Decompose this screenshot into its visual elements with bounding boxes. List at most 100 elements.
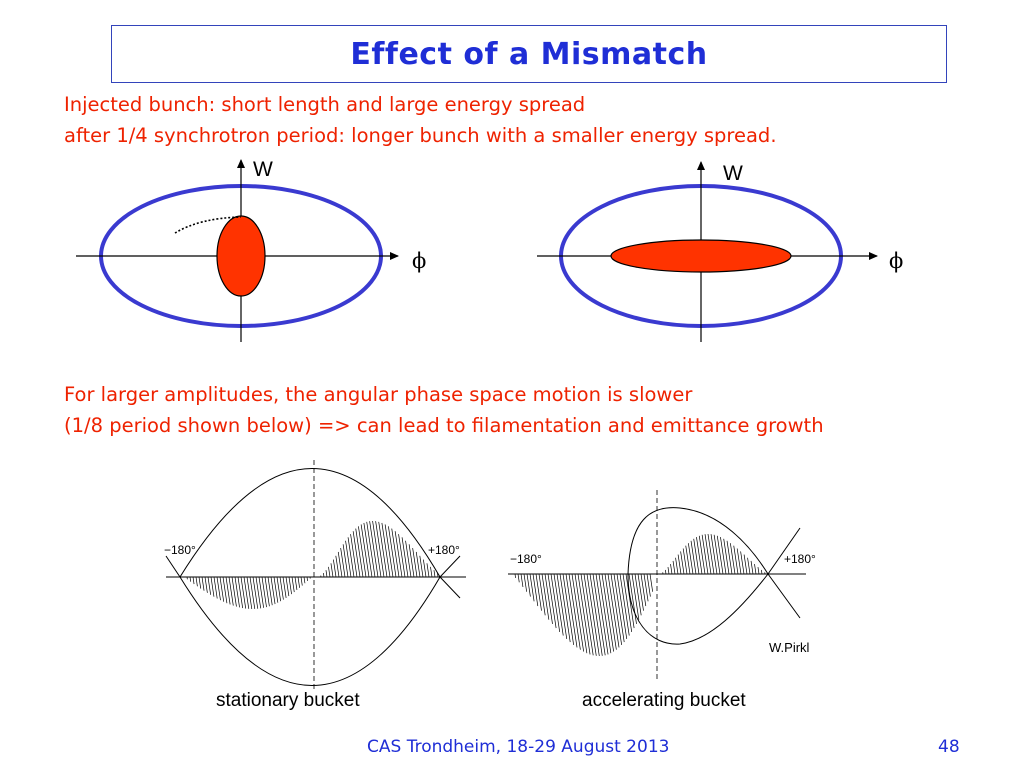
filament-hatch-line [556,573,568,640]
title-box: Effect of a Mismatch [111,25,947,83]
filament-hatch-line [279,576,284,600]
filament-hatch-line [665,569,667,575]
filament-hatch-line [213,576,218,599]
filament-hatch-line [754,564,757,575]
filament-hatch-line [595,573,609,655]
filament-hatch-line [246,576,253,610]
filament-hatch-line [401,537,409,578]
filament-hatch-line [216,576,221,601]
filament-hatch-line [610,573,622,645]
stationary-filament-upper [320,520,442,578]
filament-hatch-line [667,567,670,575]
filament-hatch-line [607,573,620,648]
filament-hatch-line [583,573,597,656]
filament-hatch-line [643,573,649,602]
filament-hatch-line [693,538,700,575]
accelerating-left-tick: −180° [510,552,542,566]
accelerating-separatrix [627,507,769,645]
filament-hatch-line [577,573,591,655]
filament-hatch-line [747,557,751,575]
footer-conference: CAS Trondheim, 18-29 August 2013 [367,737,670,757]
filament-hatch-line [255,576,262,609]
filament-hatch-line [538,573,546,616]
filament-hatch-line [544,573,553,625]
filament-hatch-line [553,573,564,636]
filament-hatch-line [306,576,308,581]
filament-hatch-line [270,576,276,605]
filament-hatch-line [288,576,292,595]
filament-hatch-line [234,576,240,608]
stationary-bucket-figure: −180° +180° [164,460,466,690]
filament-hatch-line [352,531,361,578]
filament-hatch-line [517,573,520,583]
slide-title: Effect of a Mismatch [350,36,708,72]
filament-hatch-line [294,576,298,591]
filament-hatch-line [369,521,379,578]
filament-hatch-line [267,576,273,606]
stationary-bucket-caption: stationary bucket [216,690,360,711]
filament-hatch-line [340,548,346,578]
filament-hatch-line [710,534,718,575]
page-number: 48 [938,737,960,757]
right-y-label: W [723,162,743,185]
filament-hatch-line [562,573,574,645]
filament-hatch-line [750,560,754,575]
filament-hatch-line [204,576,208,593]
filament-hatch-line [616,573,628,640]
filament-hatch-line [398,534,406,578]
filament-hatch-line [571,573,584,652]
filament-hatch-line [677,554,682,575]
filament-hatch-line [716,535,724,575]
body-line-2: (1/8 period shown below) => can lead to … [64,414,824,437]
left-x-label: ϕ [412,249,426,273]
filament-hatch-line [640,573,647,607]
filament-hatch-line [698,535,706,575]
filament-hatch-line [520,573,524,588]
filament-hatch-line [249,576,256,610]
filament-hatch-line [195,576,198,587]
filament-hatch-line [285,576,290,597]
filament-hatch-line [323,573,325,578]
filament-hatch-line [730,543,736,575]
filament-hatch-line [437,573,439,578]
filament-hatch-line [723,538,730,575]
filament-hatch-line [282,576,287,598]
filament-hatch-line [672,560,676,575]
right-bunch [610,239,792,273]
filament-hatch-line [360,524,370,578]
filament-hatch-line [328,566,331,578]
right-phase-diagram: W ϕ [537,161,903,342]
accelerating-right-tick: +180° [784,552,816,566]
right-x-label: ϕ [889,249,903,273]
stationary-separatrix-extension [439,555,461,578]
filament-hatch-line [192,576,195,585]
filament-hatch-line [378,521,388,578]
filament-hatch-line [685,545,691,575]
left-trajectory-dotted [174,216,242,234]
stationary-filament-lower [186,576,311,610]
left-y-label: W [253,158,273,181]
filament-hatch-line [720,537,727,575]
filament-hatch-line [303,576,306,584]
filament-hatch-line [532,573,539,607]
filament-hatch-line [243,576,250,609]
filament-hatch-line [198,576,202,589]
filament-hatch-line [325,570,328,578]
filament-hatch-line [207,576,212,595]
filament-hatch-line [726,540,733,575]
filament-hatch-line [345,540,352,578]
filament-hatch-line [430,566,433,578]
filament-hatch-line [228,576,234,606]
filament-hatch-line [736,548,742,575]
filament-hatch-line [237,576,244,609]
filament-hatch-line [335,555,340,578]
filament-hatch-line [273,576,279,603]
filament-hatch-line [622,573,633,632]
filament-hatch-line [598,573,612,654]
filament-hatch-line [757,567,760,575]
filament-hatch-line [426,563,430,578]
filament-hatch-line [761,569,763,575]
filament-hatch-line [300,576,303,586]
filament-hatch-line [646,573,651,597]
filament-hatch-line [252,576,259,609]
